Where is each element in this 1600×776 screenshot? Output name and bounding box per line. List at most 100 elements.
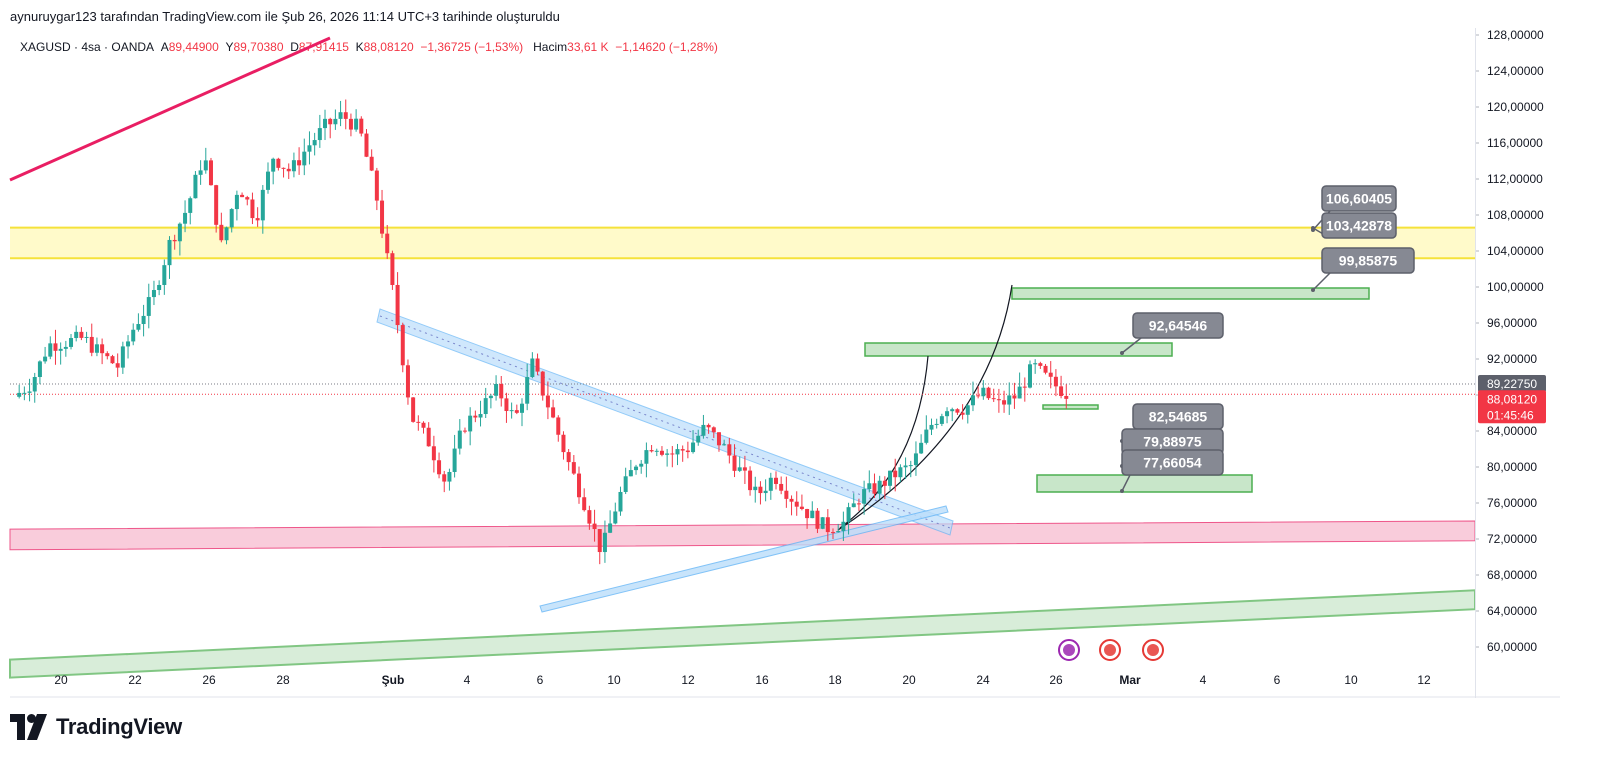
earnings-event-icon (1058, 639, 1080, 661)
candle (328, 117, 333, 139)
legend-open-label: A (160, 40, 169, 54)
candle (577, 466, 582, 504)
candle-body (634, 466, 639, 471)
candle-body (753, 486, 758, 491)
candle-body (94, 344, 99, 353)
price-tick-label: 128,00000 (1487, 28, 1544, 42)
candle-body (888, 470, 893, 486)
candle (183, 200, 188, 233)
candle (131, 323, 136, 346)
candle (286, 163, 291, 180)
us-event-icon (1142, 639, 1164, 661)
candle-body (675, 449, 680, 455)
candle (411, 397, 416, 423)
candle (405, 359, 410, 405)
last-price-text: 88,08120 (1487, 392, 1537, 406)
candle-body (519, 403, 524, 413)
chart-attribution: aynuruygar123 tarafından TradingView.com… (10, 9, 560, 24)
candle (913, 441, 918, 476)
candle-body (452, 448, 457, 472)
price-tick-label: 104,00000 (1487, 244, 1544, 258)
candle (732, 444, 737, 478)
candle-body (157, 284, 162, 291)
candle (151, 280, 156, 306)
candle (509, 402, 514, 419)
candle-body (499, 384, 504, 399)
candle-body (136, 324, 141, 330)
callout-value: 77,66054 (1143, 455, 1202, 471)
candle (737, 456, 742, 473)
candle (53, 329, 58, 365)
candle (100, 338, 105, 365)
tradingview-logo[interactable]: TradingView (10, 714, 182, 740)
candle-body (183, 212, 188, 224)
candle (504, 392, 509, 423)
price-tick-label: 68,00000 (1487, 568, 1537, 582)
time-tick-label: 12 (681, 673, 695, 687)
candle-body (343, 112, 348, 119)
candle (794, 491, 799, 516)
candle (696, 429, 701, 446)
candle-body (919, 442, 924, 454)
candle-body (825, 517, 830, 533)
price-tick-label: 100,00000 (1487, 280, 1544, 294)
candle-body (556, 417, 561, 435)
time-tick-label: 20 (902, 673, 916, 687)
us-event-icon (1099, 639, 1121, 661)
legend-volume-label: Hacim (533, 40, 568, 54)
candle (851, 493, 856, 508)
drawing-layer (9, 36, 1475, 613)
candle-body (276, 158, 281, 168)
target-box-small (1042, 404, 1099, 410)
candle-body (224, 227, 229, 241)
candle-body (592, 523, 597, 530)
candle (810, 501, 815, 519)
price-tick-label: 96,00000 (1487, 316, 1537, 330)
candle-body (836, 531, 841, 533)
candle (716, 432, 721, 452)
candle (32, 372, 37, 403)
candle (965, 404, 970, 424)
callout-value: 106,60405 (1326, 191, 1392, 207)
callout-anchor (1311, 226, 1315, 230)
time-tick-label: 6 (1274, 673, 1281, 687)
candle-body (1059, 386, 1064, 396)
candle (79, 327, 84, 341)
candle (395, 272, 400, 334)
candle (665, 448, 670, 467)
callout-box (1121, 449, 1224, 476)
candle-body (120, 346, 125, 368)
candle-body (955, 409, 960, 413)
candle (364, 129, 369, 158)
candle-body (1048, 372, 1053, 377)
candle-body (63, 346, 68, 349)
candle (198, 160, 203, 185)
price-tick-label: 92,00000 (1487, 352, 1537, 366)
candle-body (768, 477, 773, 491)
candle-body (960, 412, 965, 415)
candle-body (369, 156, 374, 171)
candle-body (100, 344, 105, 354)
candle (711, 426, 716, 438)
candle (768, 472, 773, 500)
candle-body (815, 510, 820, 529)
candle-body (167, 239, 172, 266)
price-callout: 92,64546 (1120, 312, 1224, 355)
price-tick-label: 80,00000 (1487, 460, 1537, 474)
candle-body (965, 405, 970, 415)
candle (317, 114, 322, 148)
time-tick-label: Mar (1119, 673, 1141, 687)
candle-body (395, 284, 400, 326)
candle (691, 430, 696, 454)
candle (499, 375, 504, 407)
legend-symbol[interactable]: XAGUSD · 4sa · OANDA (20, 40, 155, 54)
candle (162, 259, 167, 295)
legend-low-label: D (290, 40, 299, 54)
candle (58, 342, 63, 365)
candle-body (727, 444, 732, 456)
candle-body (162, 265, 167, 285)
candle (307, 131, 312, 165)
time-tick-label: Şub (382, 673, 405, 687)
